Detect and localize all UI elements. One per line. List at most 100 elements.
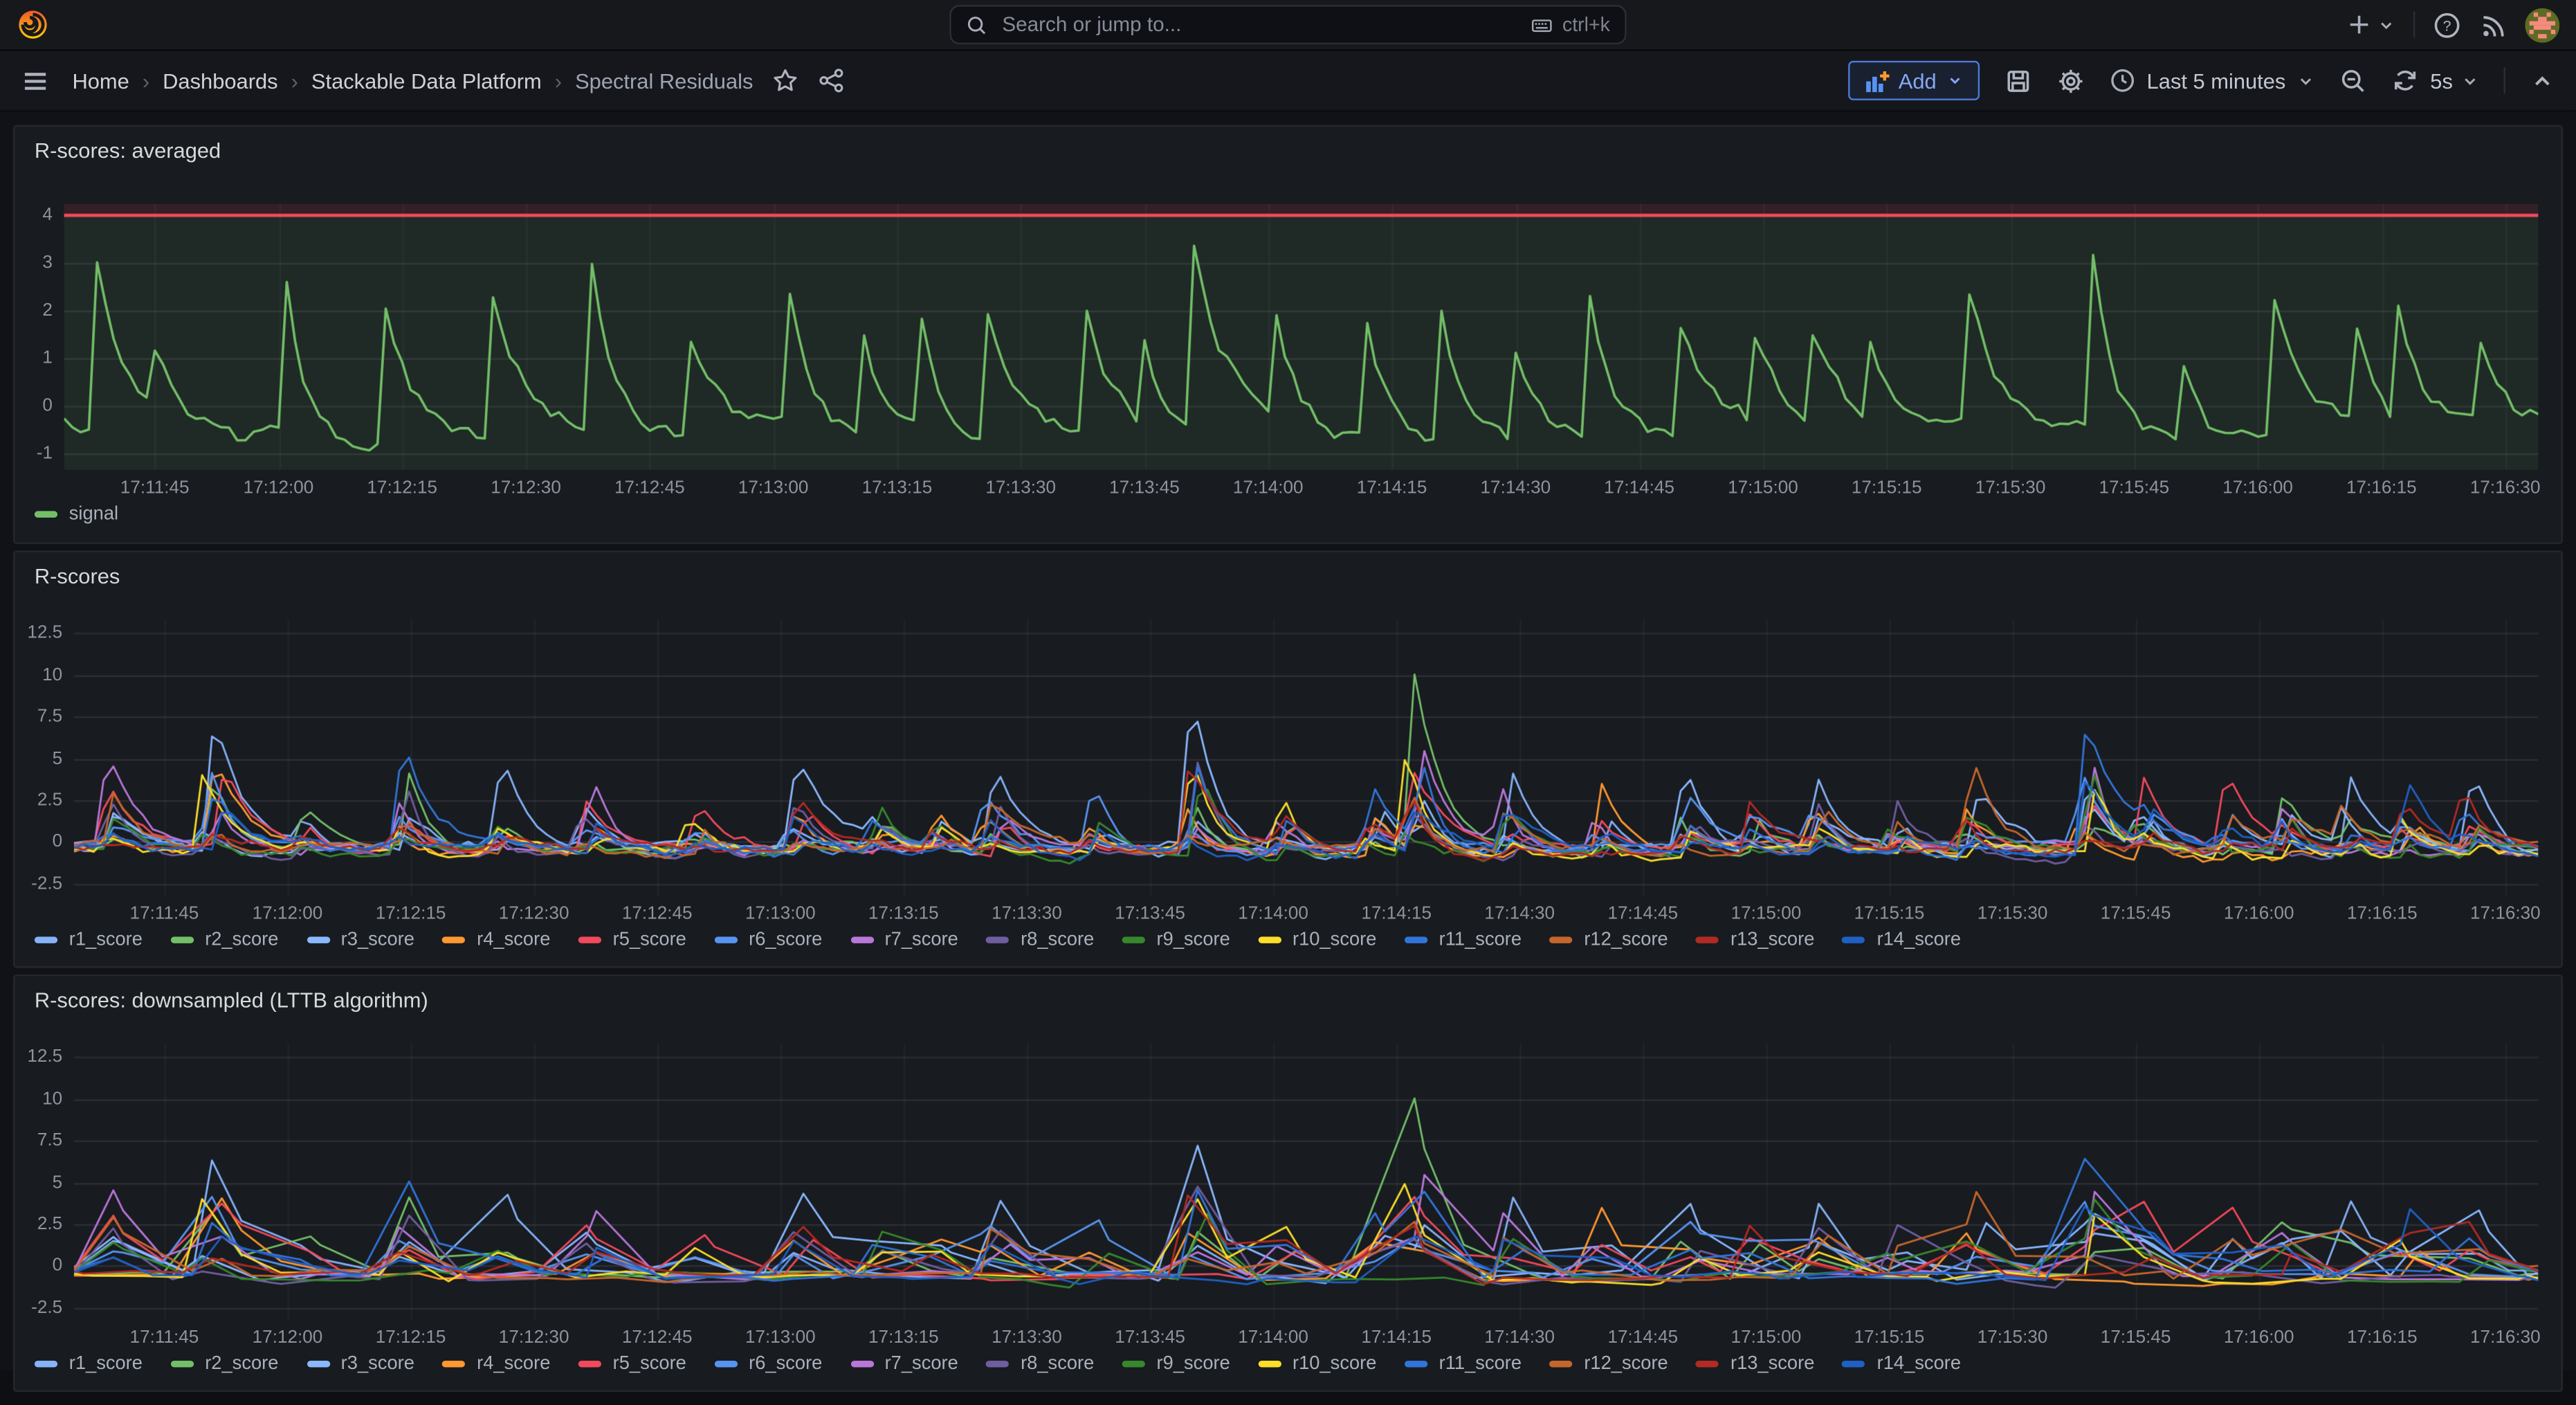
legend-series-swatch [170,1361,193,1367]
x-axis-tick: 17:16:00 [2192,477,2323,500]
user-avatar[interactable] [2525,8,2559,42]
x-axis-tick: 17:13:00 [715,903,846,925]
panel-r-scores-averaged: R-scores: averaged 43210-117:11:4517:12:… [13,125,2563,543]
clock-icon [2109,67,2135,93]
x-axis-tick: 17:14:30 [1454,903,1585,925]
x-axis-tick: 17:13:00 [715,1326,846,1349]
time-range-picker[interactable]: Last 5 minutes [2109,67,2315,93]
x-axis-tick: 17:16:15 [2316,477,2447,500]
new-button[interactable] [2346,12,2395,38]
grafana-logo[interactable] [17,8,49,41]
y-axis-tick: 2.5 [15,1213,62,1235]
plot-area: 43210-117:11:4517:12:0017:12:1517:12:301… [15,127,2561,543]
search-input[interactable] [999,12,1518,38]
plus-icon [2346,12,2373,38]
x-axis-tick: 17:12:30 [460,477,592,500]
chart-canvas[interactable] [74,1044,2539,1321]
x-axis-tick: 17:15:15 [1824,903,1955,925]
x-axis-tick: 17:16:30 [2440,1326,2571,1349]
x-axis-tick: 17:15:15 [1821,477,1953,500]
x-axis-tick: 17:15:00 [1700,1326,1831,1349]
legend-item[interactable]: r2_score [170,930,278,950]
x-axis-tick: 17:13:15 [838,903,969,925]
y-axis-tick: 1 [15,347,53,370]
legend-item[interactable]: r4_score [442,930,550,950]
panel-r-scores-downsampled: R-scores: downsampled (LTTB algorithm) 1… [13,975,2563,1392]
legend-item[interactable]: r7_score [850,930,958,950]
legend-item[interactable]: r5_score [578,930,686,950]
top-navigation: ctrl+k ? [0,0,2576,51]
legend-item[interactable]: r6_score [714,930,822,950]
favorite-star-button[interactable] [773,67,799,93]
breadcrumb-home[interactable]: Home [72,69,129,93]
legend-series-swatch [307,1361,329,1367]
legend-item[interactable]: signal [35,505,118,524]
x-axis-tick: 17:12:45 [592,1326,723,1349]
legend-item[interactable]: r13_score [1696,930,1814,950]
breadcrumb: Home › Dashboards › Stackable Data Platf… [72,69,753,93]
dashboard-grid: R-scores: averaged 43210-117:11:4517:12:… [0,111,2576,1405]
x-axis-tick: 17:13:00 [708,477,839,500]
breadcrumb-dashboards[interactable]: Dashboards [163,69,277,93]
legend-series-swatch [1696,936,1719,943]
legend-series-swatch [35,1361,57,1367]
y-axis-tick: 5 [15,747,62,770]
x-axis-tick: 17:14:15 [1331,903,1462,925]
x-axis-tick: 17:15:00 [1700,903,1831,925]
grafana-app: ctrl+k ? [0,0,2576,1370]
keyboard-icon [1529,14,1554,35]
menu-toggle-button[interactable] [21,66,49,94]
chart-canvas[interactable] [64,203,2539,470]
time-range-label: Last 5 minutes [2147,69,2286,93]
legend-series-swatch [714,1361,737,1367]
y-axis-tick: 10 [15,663,62,686]
x-axis-tick: 17:14:30 [1454,1326,1585,1349]
legend-series-label: r9_score [1157,930,1230,950]
save-dashboard-button[interactable] [2004,66,2031,94]
legend-item[interactable]: r3_score [307,930,414,950]
x-axis-tick: 17:15:45 [2070,1326,2202,1349]
legend-item[interactable]: r1_score [35,930,143,950]
chart-canvas[interactable] [74,619,2539,897]
share-button[interactable] [819,67,845,93]
help-button[interactable]: ? [2433,10,2460,38]
legend-item[interactable]: r14_score [1843,930,1961,950]
legend-series-label: r2_score [205,930,278,950]
divider [2413,12,2415,38]
legend-series-swatch [986,1361,1009,1367]
x-axis-tick: 17:16:00 [2193,903,2325,925]
news-feed-button[interactable] [2479,10,2507,38]
legend-item[interactable]: r9_score [1122,930,1230,950]
x-axis-tick: 17:13:15 [838,1326,969,1349]
chevron-down-icon [2461,71,2479,89]
x-axis-tick: 17:15:00 [1697,477,1829,500]
legend-series-swatch [1843,1361,1865,1367]
legend-series-swatch [1549,1361,1572,1367]
refresh-button[interactable] [2393,67,2419,93]
refresh-controls: 5s [2393,67,2479,93]
collapse-toolbar-button[interactable] [2530,69,2555,93]
legend-item[interactable]: r12_score [1549,930,1668,950]
x-axis-tick: 17:16:15 [2317,903,2448,925]
legend-series-swatch [1122,936,1145,943]
x-axis-tick: 17:14:00 [1207,1326,1339,1349]
legend-series-swatch [1843,936,1865,943]
y-axis-tick: 0 [15,395,53,417]
add-panel-button[interactable]: Add [1847,61,1979,100]
y-axis-tick: 12.5 [15,1045,62,1068]
legend-series-swatch [1122,1361,1145,1367]
y-axis-tick: 2.5 [15,789,62,812]
legend-item[interactable]: r11_score [1405,930,1522,950]
y-axis-tick: -1 [15,442,53,464]
x-axis-tick: 17:13:30 [955,477,1086,500]
breadcrumb-folder[interactable]: Stackable Data Platform [311,69,542,93]
chevron-down-icon [1946,72,1963,89]
search-box[interactable]: ctrl+k [949,5,1626,44]
legend-item[interactable]: r8_score [986,930,1094,950]
zoom-out-button[interactable] [2340,66,2368,94]
x-axis-tick: 17:15:15 [1824,1326,1955,1349]
dashboard-quick-actions [773,67,845,93]
legend-item[interactable]: r10_score [1258,930,1376,950]
refresh-interval-select[interactable]: 5s [2430,69,2479,93]
dashboard-settings-button[interactable] [2056,66,2084,94]
